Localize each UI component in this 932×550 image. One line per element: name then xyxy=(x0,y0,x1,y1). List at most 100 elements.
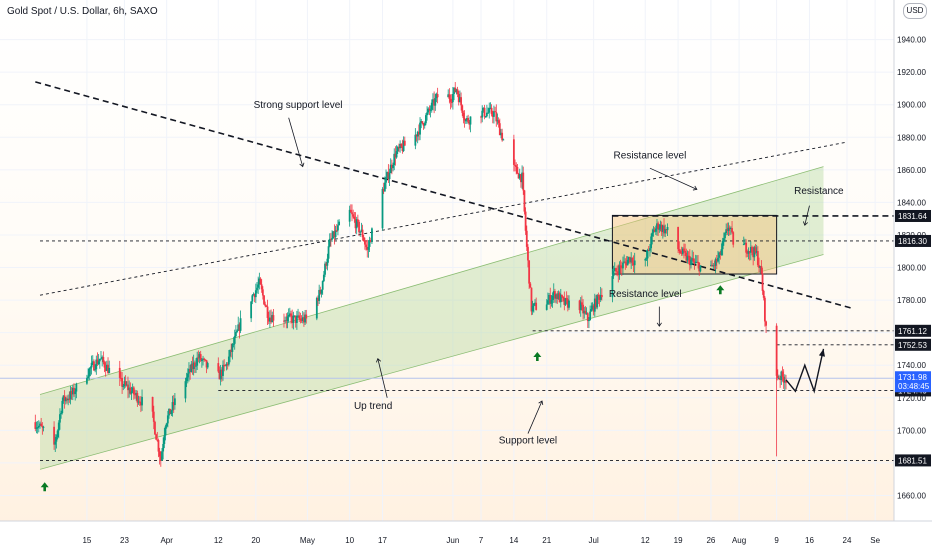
candle-body xyxy=(455,89,458,93)
candle-body xyxy=(303,317,305,323)
candle-body xyxy=(125,384,128,386)
candle-body xyxy=(659,224,662,229)
x-tick-label: 10 xyxy=(345,536,354,545)
y-tick-label: 1740.00 xyxy=(897,361,926,370)
candle-body xyxy=(715,259,718,262)
candle-body xyxy=(332,231,335,239)
candle-body xyxy=(271,315,274,323)
candle-body xyxy=(135,393,138,395)
candle-body xyxy=(448,94,451,99)
projection-arrowhead xyxy=(818,348,825,357)
candle-body xyxy=(293,315,296,317)
candle-body xyxy=(529,283,532,288)
candle-body xyxy=(760,265,763,274)
candle-body xyxy=(39,423,41,426)
resistance-box-label: Resistance xyxy=(794,186,844,197)
candle-body xyxy=(334,230,337,238)
candle-body xyxy=(647,250,650,252)
candle-body xyxy=(304,314,306,323)
candle-body xyxy=(35,427,38,429)
candle-body xyxy=(57,422,60,431)
candle-body xyxy=(165,423,168,427)
candle-body xyxy=(426,112,428,116)
candle-body xyxy=(229,349,231,357)
x-tick-label: Aug xyxy=(732,536,746,545)
candle-body xyxy=(615,268,617,272)
candle-body xyxy=(401,146,404,152)
candle-body xyxy=(286,316,289,322)
currency-badge[interactable]: USD xyxy=(903,3,927,19)
candle-body xyxy=(752,252,755,258)
candle-body xyxy=(55,437,58,442)
candle-body xyxy=(267,317,270,322)
candle-body xyxy=(130,391,133,394)
x-tick-label: 14 xyxy=(509,536,518,545)
candle-body xyxy=(253,294,256,298)
candle-body xyxy=(779,377,782,381)
candle-body xyxy=(785,380,787,383)
price-level-tag-text: 1752.53 xyxy=(898,341,927,350)
candle-body xyxy=(623,261,626,263)
candle-body xyxy=(104,367,107,371)
candle-body xyxy=(196,357,199,366)
candle-body xyxy=(193,362,196,367)
candle-body xyxy=(261,289,264,296)
candle-body xyxy=(512,139,515,165)
candle-body xyxy=(754,247,757,253)
candle-body xyxy=(327,246,330,259)
candle-body xyxy=(578,300,581,311)
candle-body xyxy=(450,101,453,103)
x-tick-label: 19 xyxy=(674,536,683,545)
candle-body xyxy=(94,369,97,371)
candle-body xyxy=(728,227,731,229)
x-tick-label: Jun xyxy=(446,536,459,545)
candle-body xyxy=(188,368,190,374)
candle-body xyxy=(103,362,106,368)
candle-body xyxy=(66,398,68,401)
candle-body xyxy=(263,295,265,305)
candle-body xyxy=(579,302,582,311)
candle-body xyxy=(611,276,614,298)
candle-body xyxy=(320,289,323,294)
candle-body xyxy=(545,304,548,310)
candle-body xyxy=(120,377,122,379)
candle-body xyxy=(423,123,426,126)
candle-body xyxy=(620,267,623,269)
price-level-tag xyxy=(895,324,931,337)
candle-body xyxy=(151,396,154,412)
candle-body xyxy=(759,265,762,268)
candle-body xyxy=(74,391,77,395)
candle-body xyxy=(172,402,175,406)
candle-body xyxy=(494,111,497,113)
candle-body xyxy=(619,265,622,268)
candle-body xyxy=(447,94,450,98)
candle-body xyxy=(783,380,786,383)
candle-body xyxy=(745,242,748,253)
candle-body xyxy=(141,396,143,406)
candle-body xyxy=(398,147,400,149)
candle-body xyxy=(134,394,136,396)
candle-body xyxy=(548,294,550,301)
candle-body xyxy=(495,112,498,122)
candle-body xyxy=(558,293,561,303)
candle-body xyxy=(34,422,37,429)
candle-body xyxy=(522,172,525,191)
candle-body xyxy=(491,114,494,117)
candle-body xyxy=(694,262,697,264)
candle-body xyxy=(131,387,134,392)
candle-body xyxy=(546,300,549,305)
price-level-tag-text: 1816.30 xyxy=(898,237,927,246)
annotation-pointer xyxy=(527,400,543,434)
candle-body xyxy=(37,425,40,428)
candle-body xyxy=(64,398,67,402)
candle-body xyxy=(690,259,692,266)
y-tick-label: 1900.00 xyxy=(897,101,926,110)
candle-body xyxy=(355,219,358,229)
candle-body xyxy=(722,238,725,242)
resistance-level-label-top: Resistance level xyxy=(614,150,687,161)
candle-body xyxy=(352,214,355,217)
candle-body xyxy=(184,381,187,399)
candle-body xyxy=(36,427,39,429)
candle-body xyxy=(414,134,417,146)
